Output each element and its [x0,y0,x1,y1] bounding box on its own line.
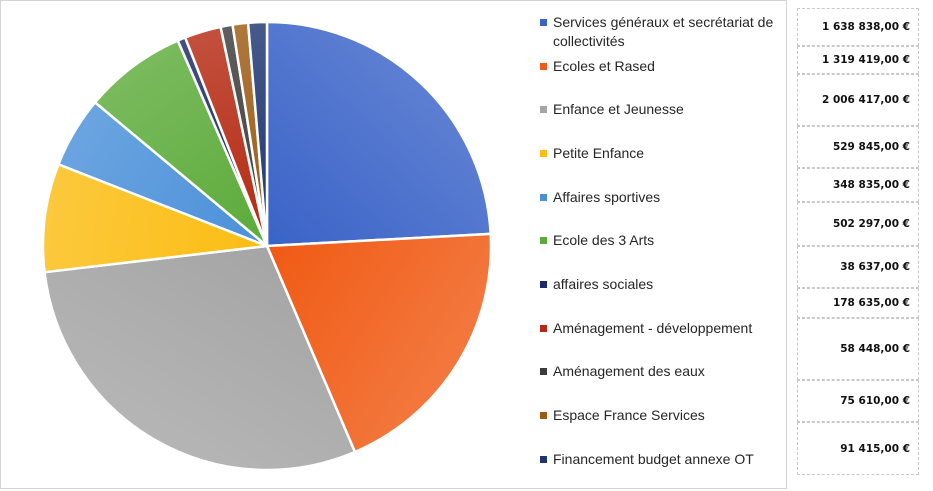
legend-label: Services généraux et secrétariat de coll… [553,14,774,49]
legend-label: Ecoles et Rased [553,58,655,74]
legend-swatch [540,150,547,157]
value-cell: 529 845,00 € [797,126,919,168]
pie-slice-2 [265,232,493,454]
legend-swatch [540,325,547,332]
legend-item: Espace France Services [540,406,785,425]
value-cell: 2 006 417,00 € [797,74,919,126]
legend-swatch [540,63,547,70]
legend-item: Affaires sportives [540,188,785,207]
pie-slice-1 [265,20,492,248]
value-cell: 58 448,00 € [797,318,919,380]
legend-item: Enfance et Jeunesse [540,100,785,119]
value-cell: 348 835,00 € [797,168,919,202]
legend-swatch [540,368,547,375]
values-table: 1 638 838,00 €1 319 419,00 €2 006 417,00… [797,8,919,475]
value-cell: 91 415,00 € [797,422,919,475]
value-cell: 178 635,00 € [797,288,919,318]
legend: Services généraux et secrétariat de coll… [540,1,785,490]
legend-label: Affaires sportives [553,189,661,205]
legend-item: Ecole des 3 Arts [540,231,785,250]
legend-label: Aménagement des eaux [553,363,705,379]
legend-label: Enfance et Jeunesse [553,101,684,117]
pie-slice-3 [43,244,357,472]
legend-item: Petite Enfance [540,144,785,163]
pie-slice-4 [41,163,269,274]
value-cell: 502 297,00 € [797,202,919,246]
legend-label: affaires sociales [553,276,654,292]
pie-chart [41,20,493,472]
legend-label: Petite Enfance [553,145,645,161]
value-cell: 75 610,00 € [797,380,919,422]
legend-item: Financement budget annexe OT [540,450,785,469]
legend-swatch [540,281,547,288]
legend-label: Financement budget annexe OT [553,451,754,467]
legend-swatch [540,237,547,244]
legend-swatch [540,412,547,419]
pie-slice-6 [93,39,269,248]
value-cell: 1 319 419,00 € [797,46,919,74]
legend-item: Aménagement des eaux [540,362,785,381]
value-cell: 1 638 838,00 € [797,8,919,46]
pie-slice-11 [246,20,269,248]
legend-swatch [540,19,547,26]
legend-item: affaires sociales [540,275,785,294]
value-cell: 38 637,00 € [797,246,919,288]
legend-label: Espace France Services [553,407,705,423]
chart-area: Services généraux et secrétariat de coll… [0,0,787,489]
legend-label: Aménagement - développement [553,320,753,336]
legend-swatch [540,106,547,113]
legend-item: Aménagement - développement [540,319,785,338]
legend-swatch [540,194,547,201]
legend-label: Ecole des 3 Arts [553,232,655,248]
legend-swatch [540,456,547,463]
legend-item: Ecoles et Rased [540,57,785,76]
legend-item: Services généraux et secrétariat de coll… [540,13,785,51]
